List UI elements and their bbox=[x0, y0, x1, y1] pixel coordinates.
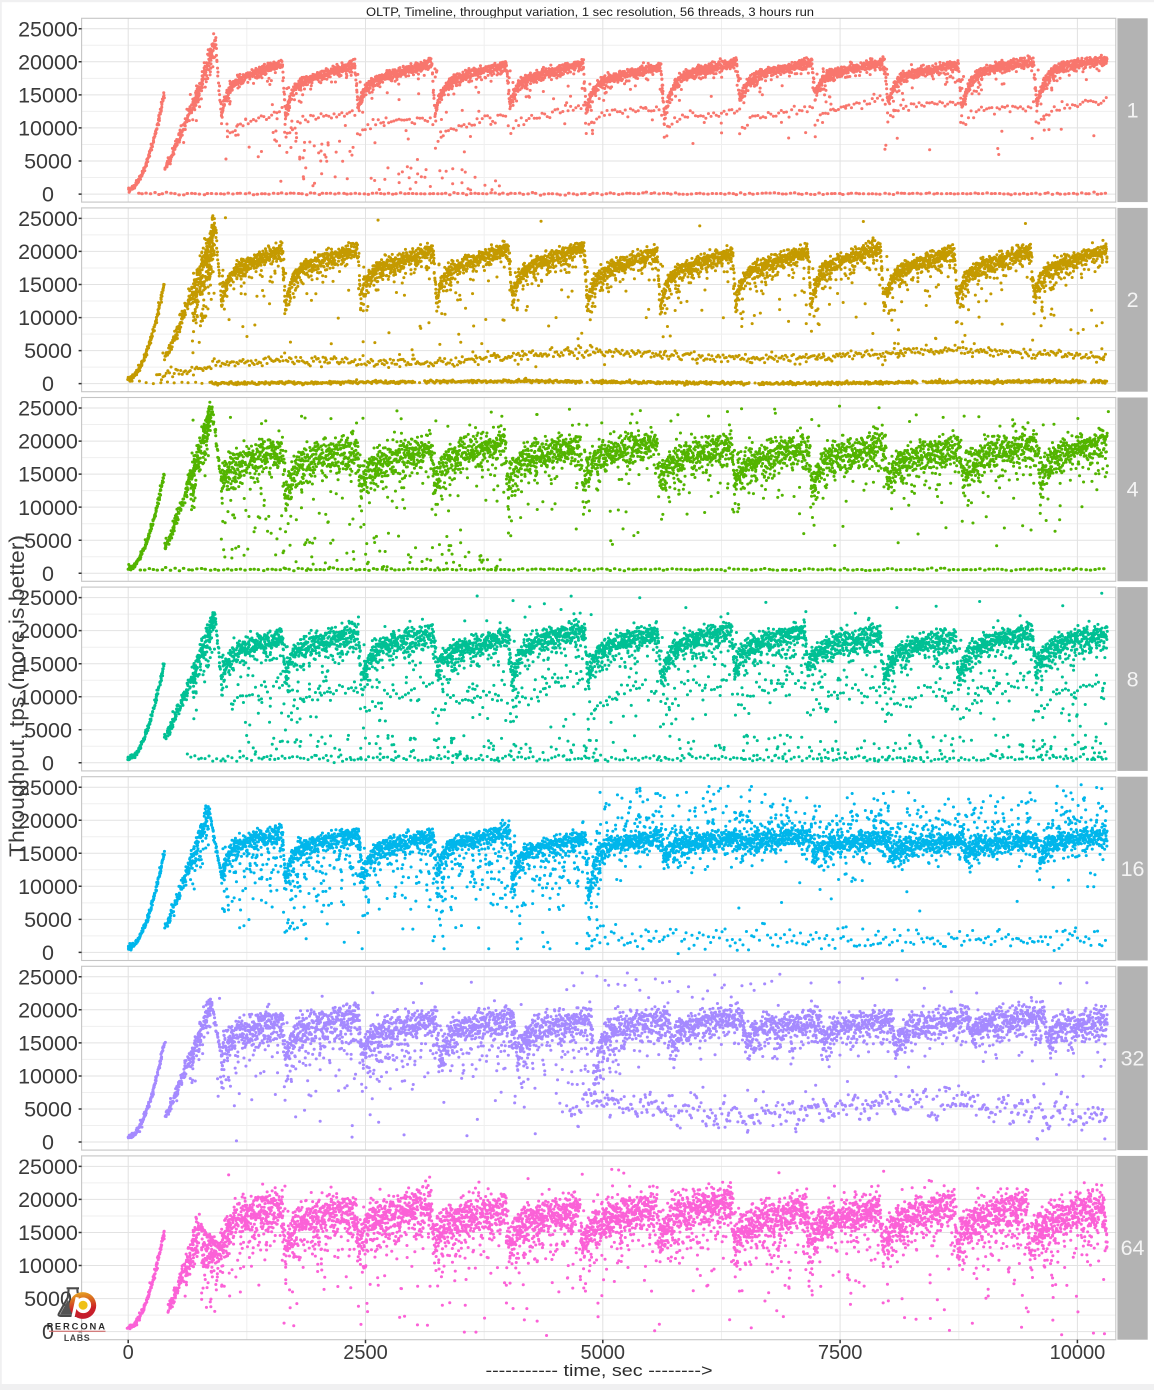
svg-text:7500: 7500 bbox=[818, 1342, 863, 1364]
svg-text:10000: 10000 bbox=[18, 1065, 78, 1089]
svg-text:20000: 20000 bbox=[18, 1188, 78, 1212]
svg-text:5000: 5000 bbox=[24, 150, 72, 174]
svg-text:20000: 20000 bbox=[18, 998, 78, 1022]
svg-text:0: 0 bbox=[42, 1131, 54, 1155]
svg-text:25000: 25000 bbox=[18, 397, 78, 421]
svg-text:OLTP, Timeline, throughput var: OLTP, Timeline, throughput variation, 1 … bbox=[366, 5, 814, 19]
svg-text:8: 8 bbox=[1127, 667, 1139, 691]
svg-text:0: 0 bbox=[42, 751, 54, 775]
svg-text:32: 32 bbox=[1121, 1047, 1145, 1071]
svg-text:0: 0 bbox=[42, 183, 54, 207]
svg-text:5000: 5000 bbox=[24, 339, 72, 363]
svg-text:1: 1 bbox=[1127, 99, 1139, 123]
svg-text:16: 16 bbox=[1121, 857, 1145, 881]
svg-text:10000: 10000 bbox=[18, 117, 78, 141]
svg-text:10000: 10000 bbox=[18, 306, 78, 330]
svg-text:20000: 20000 bbox=[18, 619, 78, 643]
svg-text:15000: 15000 bbox=[18, 1221, 78, 1245]
svg-text:PERCONA: PERCONA bbox=[47, 1321, 107, 1332]
svg-text:Throughput, tps (more is bette: Throughput, tps (more is better) bbox=[5, 535, 29, 857]
svg-text:25000: 25000 bbox=[18, 776, 78, 800]
svg-text:5000: 5000 bbox=[581, 1342, 626, 1364]
svg-text:15000: 15000 bbox=[18, 463, 78, 487]
svg-text:15000: 15000 bbox=[18, 652, 78, 676]
svg-text:15000: 15000 bbox=[18, 273, 78, 297]
svg-text:0: 0 bbox=[42, 1320, 54, 1344]
svg-text:15000: 15000 bbox=[18, 1032, 78, 1056]
svg-text:5000: 5000 bbox=[24, 718, 72, 742]
svg-text:10000: 10000 bbox=[18, 1254, 78, 1278]
svg-text:0: 0 bbox=[123, 1342, 134, 1364]
svg-text:4: 4 bbox=[1127, 478, 1139, 502]
svg-text:2500: 2500 bbox=[343, 1342, 388, 1364]
svg-text:10000: 10000 bbox=[18, 875, 78, 899]
svg-text:0: 0 bbox=[42, 941, 54, 965]
svg-text:0: 0 bbox=[42, 372, 54, 396]
svg-text:25000: 25000 bbox=[18, 965, 78, 989]
svg-text:20000: 20000 bbox=[18, 240, 78, 264]
svg-text:15000: 15000 bbox=[18, 84, 78, 108]
svg-text:5000: 5000 bbox=[24, 1287, 72, 1311]
svg-text:20000: 20000 bbox=[18, 50, 78, 74]
svg-text:0: 0 bbox=[42, 562, 54, 586]
svg-text:20000: 20000 bbox=[18, 430, 78, 454]
svg-text:LABS: LABS bbox=[64, 1333, 90, 1343]
svg-text:2: 2 bbox=[1127, 288, 1139, 312]
svg-text:10000: 10000 bbox=[18, 685, 78, 709]
svg-text:25000: 25000 bbox=[18, 586, 78, 610]
svg-text:10000: 10000 bbox=[18, 496, 78, 520]
svg-text:10000: 10000 bbox=[1050, 1342, 1106, 1364]
svg-text:5000: 5000 bbox=[24, 529, 72, 553]
svg-text:20000: 20000 bbox=[18, 809, 78, 833]
svg-text:----------- time, sec --------: ----------- time, sec --------> bbox=[486, 1361, 713, 1380]
svg-text:5000: 5000 bbox=[24, 908, 72, 932]
svg-text:5000: 5000 bbox=[24, 1098, 72, 1122]
svg-text:25000: 25000 bbox=[18, 1155, 78, 1179]
svg-text:25000: 25000 bbox=[18, 207, 78, 231]
svg-text:15000: 15000 bbox=[18, 842, 78, 866]
svg-text:64: 64 bbox=[1121, 1236, 1145, 1260]
svg-text:25000: 25000 bbox=[18, 17, 78, 41]
